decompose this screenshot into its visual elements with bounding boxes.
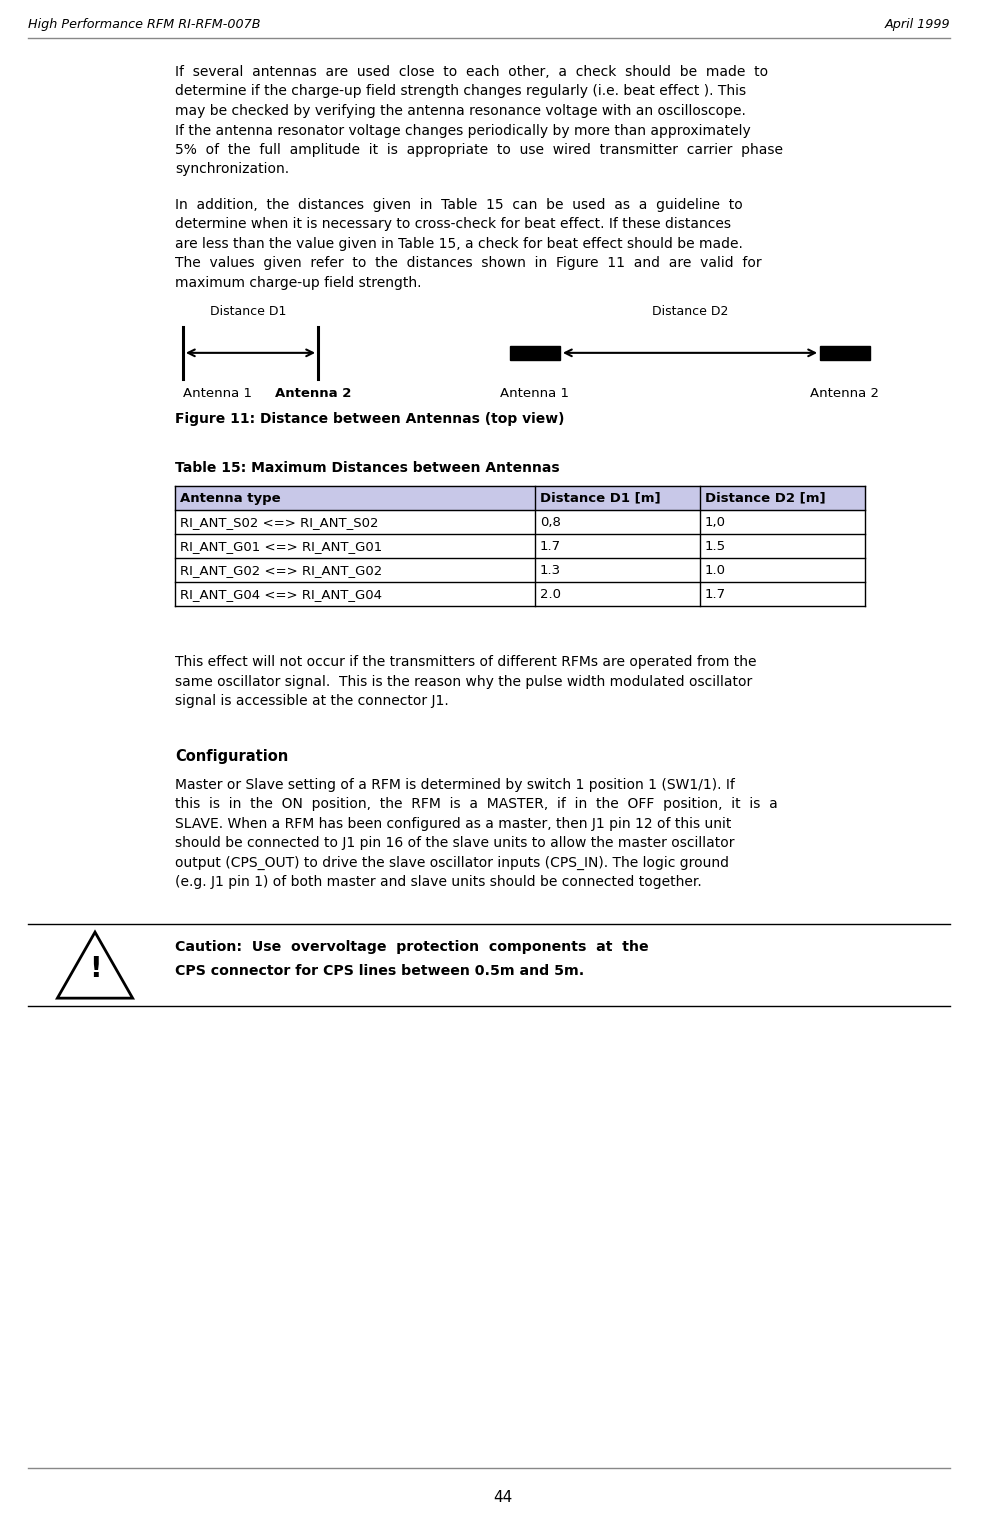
Text: The  values  given  refer  to  the  distances  shown  in  Figure  11  and  are  : The values given refer to the distances … — [175, 256, 762, 269]
Text: CPS connector for CPS lines between 0.5m and 5m.: CPS connector for CPS lines between 0.5m… — [175, 964, 584, 978]
Text: April 1999: April 1999 — [884, 18, 950, 30]
Text: RI_ANT_S02 <=> RI_ANT_S02: RI_ANT_S02 <=> RI_ANT_S02 — [180, 516, 378, 528]
Text: This effect will not occur if the transmitters of different RFMs are operated fr: This effect will not occur if the transm… — [175, 656, 757, 669]
Text: If  several  antennas  are  used  close  to  each  other,  a  check  should  be : If several antennas are used close to ea… — [175, 65, 769, 79]
Text: Antenna type: Antenna type — [180, 492, 281, 504]
Text: 2.0: 2.0 — [540, 587, 561, 601]
Bar — [820, 345, 870, 360]
Text: 1.7: 1.7 — [705, 587, 726, 601]
Text: Caution:  Use  overvoltage  protection  components  at  the: Caution: Use overvoltage protection comp… — [175, 940, 649, 954]
Text: 1.7: 1.7 — [540, 540, 561, 553]
Text: determine if the charge-up field strength changes regularly (i.e. beat effect ).: determine if the charge-up field strengt… — [175, 85, 746, 98]
Text: Figure 11: Distance between Antennas (top view): Figure 11: Distance between Antennas (to… — [175, 412, 564, 427]
Text: Distance D1 [m]: Distance D1 [m] — [540, 492, 661, 504]
Text: Distance D2 [m]: Distance D2 [m] — [705, 492, 826, 504]
Text: RI_ANT_G01 <=> RI_ANT_G01: RI_ANT_G01 <=> RI_ANT_G01 — [180, 540, 382, 553]
Text: RI_ANT_G04 <=> RI_ANT_G04: RI_ANT_G04 <=> RI_ANT_G04 — [180, 587, 382, 601]
Text: 1,0: 1,0 — [705, 516, 726, 528]
Text: are less than the value given in Table 15, a check for beat effect should be mad: are less than the value given in Table 1… — [175, 236, 742, 251]
Text: 1.5: 1.5 — [705, 540, 726, 553]
Text: Distance D2: Distance D2 — [652, 304, 728, 318]
Text: In  addition,  the  distances  given  in  Table  15  can  be  used  as  a  guide: In addition, the distances given in Tabl… — [175, 198, 742, 212]
Bar — [510, 345, 560, 360]
Text: same oscillator signal.  This is the reason why the pulse width modulated oscill: same oscillator signal. This is the reas… — [175, 675, 752, 689]
Text: Antenna 2: Antenna 2 — [811, 388, 879, 400]
Text: Antenna 2: Antenna 2 — [275, 388, 351, 400]
Text: Antenna 1: Antenna 1 — [501, 388, 569, 400]
Text: 1.3: 1.3 — [540, 563, 561, 577]
Text: Master or Slave setting of a RFM is determined by switch 1 position 1 (SW1/1). I: Master or Slave setting of a RFM is dete… — [175, 778, 734, 792]
Text: !: ! — [89, 955, 102, 983]
Text: 1.0: 1.0 — [705, 563, 726, 577]
Text: Antenna 1: Antenna 1 — [183, 388, 252, 400]
Text: 44: 44 — [493, 1490, 513, 1505]
Text: High Performance RFM RI-RFM-007B: High Performance RFM RI-RFM-007B — [28, 18, 261, 30]
Bar — [175, 486, 865, 510]
Text: should be connected to J1 pin 16 of the slave units to allow the master oscillat: should be connected to J1 pin 16 of the … — [175, 836, 734, 851]
Text: output (CPS_OUT) to drive the slave oscillator inputs (CPS_IN). The logic ground: output (CPS_OUT) to drive the slave osci… — [175, 855, 729, 871]
Text: SLAVE. When a RFM has been configured as a master, then J1 pin 12 of this unit: SLAVE. When a RFM has been configured as… — [175, 818, 731, 831]
Text: synchronization.: synchronization. — [175, 162, 289, 177]
Text: Configuration: Configuration — [175, 748, 289, 763]
Text: 5%  of  the  full  amplitude  it  is  appropriate  to  use  wired  transmitter  : 5% of the full amplitude it is appropria… — [175, 142, 783, 157]
Text: maximum charge-up field strength.: maximum charge-up field strength. — [175, 276, 422, 289]
Text: RI_ANT_G02 <=> RI_ANT_G02: RI_ANT_G02 <=> RI_ANT_G02 — [180, 563, 382, 577]
Text: Table 15: Maximum Distances between Antennas: Table 15: Maximum Distances between Ante… — [175, 460, 559, 475]
Text: If the antenna resonator voltage changes periodically by more than approximately: If the antenna resonator voltage changes… — [175, 124, 750, 138]
Text: this  is  in  the  ON  position,  the  RFM  is  a  MASTER,  if  in  the  OFF  po: this is in the ON position, the RFM is a… — [175, 798, 778, 812]
Text: (e.g. J1 pin 1) of both master and slave units should be connected together.: (e.g. J1 pin 1) of both master and slave… — [175, 875, 702, 889]
Text: determine when it is necessary to cross-check for beat effect. If these distance: determine when it is necessary to cross-… — [175, 217, 731, 232]
Text: 0,8: 0,8 — [540, 516, 561, 528]
Text: Distance D1: Distance D1 — [210, 304, 286, 318]
Text: may be checked by verifying the antenna resonance voltage with an oscilloscope.: may be checked by verifying the antenna … — [175, 104, 745, 118]
Text: signal is accessible at the connector J1.: signal is accessible at the connector J1… — [175, 693, 449, 709]
